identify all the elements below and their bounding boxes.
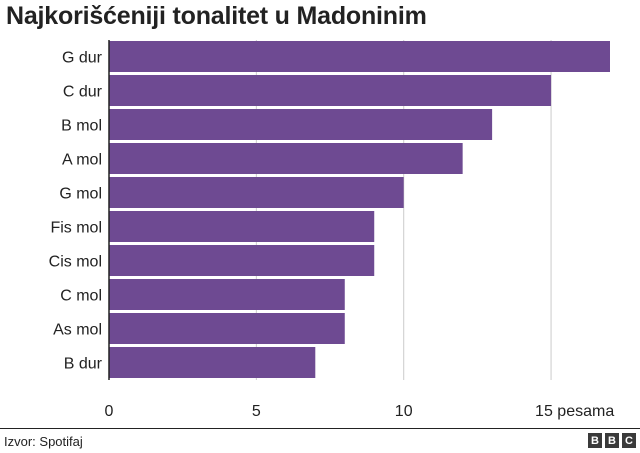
x-tick-label-0: 0 <box>105 403 114 420</box>
source-note: Izvor: Spotifaj <box>4 434 83 449</box>
bar-4 <box>109 177 404 208</box>
category-label-8: As mol <box>53 322 102 339</box>
category-label-4: G mol <box>59 186 102 203</box>
x-tick-label-3: 15 pesama <box>535 403 614 420</box>
bar-3 <box>109 143 463 174</box>
logo-letter-1: B <box>588 433 602 448</box>
logo-letter-3: C <box>622 433 636 448</box>
x-tick-label-1: 5 <box>252 403 261 420</box>
category-label-3: A mol <box>62 152 102 169</box>
category-label-2: B mol <box>61 118 102 135</box>
bar-8 <box>109 313 345 344</box>
bar-1 <box>109 75 552 106</box>
bar-6 <box>109 245 375 276</box>
bar-2 <box>109 109 493 140</box>
category-label-5: Fis mol <box>50 220 102 237</box>
x-tick-label-2: 10 <box>395 403 413 420</box>
bar-7 <box>109 279 345 310</box>
category-label-9: B dur <box>64 356 103 373</box>
bar-5 <box>109 211 375 242</box>
bar-chart: G dur C dur B mol A mol G mol Fis mol Cis mol C… <box>49 40 614 420</box>
logo-letter-2: B <box>605 433 619 448</box>
category-label-7: C mol <box>60 288 102 305</box>
category-label-6: Cis mol <box>49 254 102 271</box>
category-label-0: G dur <box>62 50 103 67</box>
bbc-logo: B B C <box>588 433 636 448</box>
bar-9 <box>109 347 316 378</box>
footer-divider <box>0 428 640 429</box>
category-label-1: C dur <box>63 84 103 101</box>
bar-0 <box>109 41 610 72</box>
chart-title: Najkorišćeniji tonalitet u Madoninim <box>6 2 427 30</box>
